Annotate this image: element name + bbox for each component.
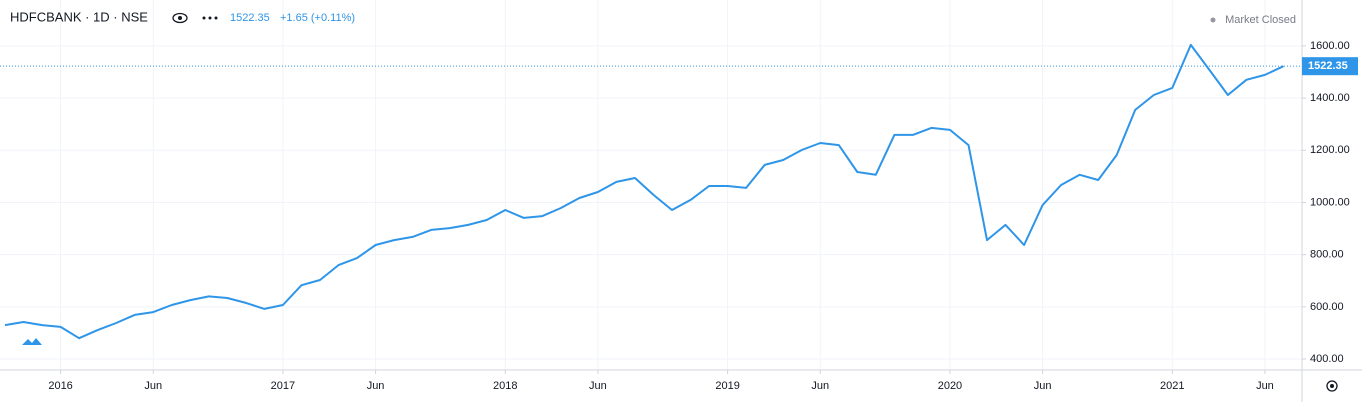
- last-price-tag: [1302, 57, 1358, 76]
- y-tick-label: 400.00: [1310, 353, 1344, 365]
- x-tick-label: Jun: [367, 380, 385, 392]
- x-tick-label: Jun: [1256, 380, 1274, 392]
- x-tick-label: 2018: [493, 380, 517, 392]
- x-tick-label: Jun: [1034, 380, 1052, 392]
- symbol-title: HDFCBANK · 1D · NSE: [10, 9, 148, 24]
- y-tick-label: 800.00: [1310, 249, 1344, 261]
- logo: [22, 338, 42, 345]
- more-icon[interactable]: [202, 16, 218, 20]
- x-tick-label: 2021: [1160, 380, 1184, 392]
- y-tick-label: 1200.00: [1310, 144, 1350, 156]
- y-tick-label: 1600.00: [1310, 40, 1350, 52]
- last-price: 1522.35: [230, 12, 270, 24]
- x-tick-label: Jun: [811, 380, 829, 392]
- status-dot: [1210, 17, 1216, 23]
- y-tick-label: 1000.00: [1310, 196, 1350, 208]
- x-tick-label: 2017: [271, 380, 295, 392]
- y-tick-label: 600.00: [1310, 301, 1344, 313]
- last-price-tag-label: 1522.35: [1308, 60, 1348, 72]
- price-change: +1.65 (+0.11%): [280, 12, 355, 24]
- x-tick-label: 2016: [48, 380, 72, 392]
- grid: [0, 0, 1302, 370]
- eye-icon[interactable]: [172, 12, 188, 24]
- y-tick-label: 1400.00: [1310, 92, 1350, 104]
- settings-icon[interactable]: [1326, 380, 1338, 392]
- x-tick-label: Jun: [589, 380, 607, 392]
- price-line: [4, 43, 1284, 340]
- x-tick-label: 2019: [715, 380, 739, 392]
- x-tick-label: Jun: [144, 380, 162, 392]
- x-tick-label: 2020: [938, 380, 962, 392]
- market-status: Market Closed: [1225, 14, 1296, 26]
